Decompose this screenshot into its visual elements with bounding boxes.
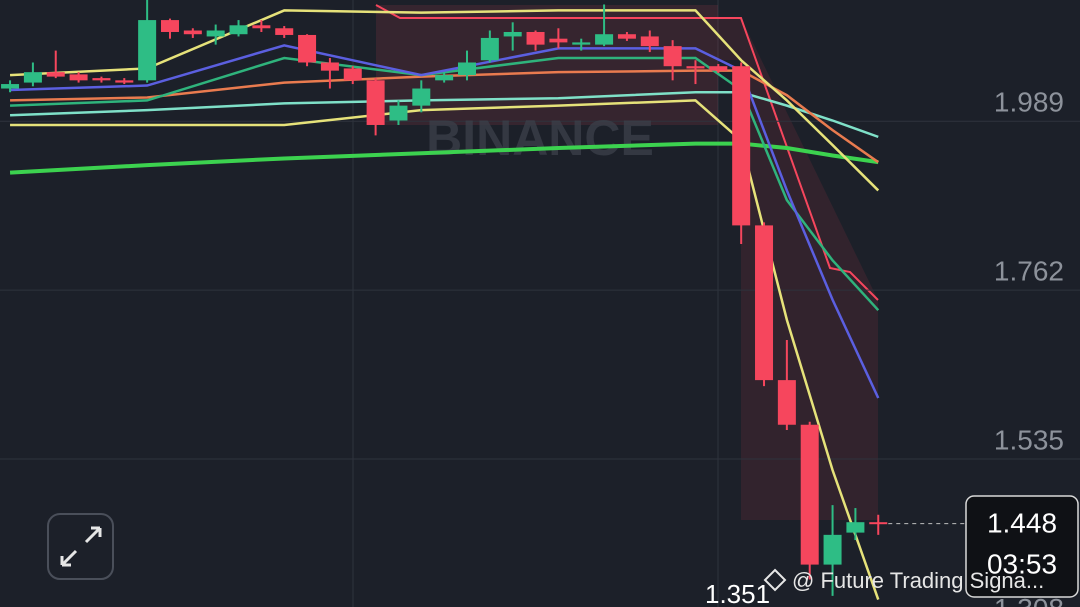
- candle-body: [595, 34, 614, 45]
- y-tick-label: 1.989: [994, 87, 1064, 118]
- low-label: 1.351: [705, 579, 770, 607]
- expand-icon: [60, 526, 102, 567]
- candle-body: [503, 31, 522, 37]
- envelope: [375, 4, 879, 301]
- candle-body: [183, 30, 202, 35]
- candle-body: [229, 25, 248, 35]
- expand-button[interactable]: [47, 513, 114, 580]
- candle-body: [389, 105, 408, 121]
- candle-body: [343, 68, 362, 81]
- candle-body: [458, 62, 477, 76]
- ma-line: [10, 69, 879, 164]
- candle-body: [732, 66, 751, 226]
- candle-body: [663, 46, 682, 67]
- candle-body: [823, 534, 842, 565]
- ma-line: [10, 44, 880, 399]
- candle-body: [640, 36, 659, 47]
- candle-body: [755, 225, 774, 381]
- candle-body: [92, 78, 111, 81]
- candle-body: [298, 34, 317, 63]
- candle-body: [206, 30, 225, 37]
- candle-body: [846, 522, 865, 533]
- y-tick-label: 1.762: [994, 256, 1064, 287]
- candle-body: [138, 20, 157, 81]
- candle-body: [160, 20, 179, 32]
- candle-body: [800, 424, 819, 565]
- candle-body: [275, 28, 294, 35]
- candle-body: [46, 72, 65, 77]
- ma-line: [9, 141, 879, 175]
- candle-body: [252, 25, 271, 29]
- candle-body: [1, 84, 20, 89]
- candle-body: [617, 34, 636, 39]
- candle-body: [115, 80, 134, 83]
- source-icon: [763, 568, 787, 592]
- candle-body: [526, 31, 545, 45]
- candle-body: [572, 42, 591, 45]
- candle-body: [549, 38, 568, 43]
- source: @ Future Trading Signa...: [792, 568, 1044, 593]
- ma-line: [10, 56, 880, 312]
- candle-body: [435, 75, 454, 81]
- countdown: 03:53: [987, 548, 1057, 579]
- candle-body: [320, 62, 339, 71]
- price-box: [965, 495, 1079, 598]
- candle-body: [23, 72, 42, 83]
- candle-body: [777, 380, 796, 425]
- watermark: BINANCE: [426, 110, 654, 166]
- candle-body: [686, 66, 705, 69]
- candle-body: [366, 80, 385, 125]
- candle-body: [869, 522, 888, 525]
- candle-body: [709, 66, 728, 71]
- candle-body: [412, 88, 431, 106]
- last-price: 1.448: [987, 507, 1057, 538]
- ma-line: [10, 99, 880, 600]
- candle-body: [69, 74, 88, 81]
- candle-body: [480, 37, 499, 61]
- y-tick-label: 1.535: [994, 424, 1064, 455]
